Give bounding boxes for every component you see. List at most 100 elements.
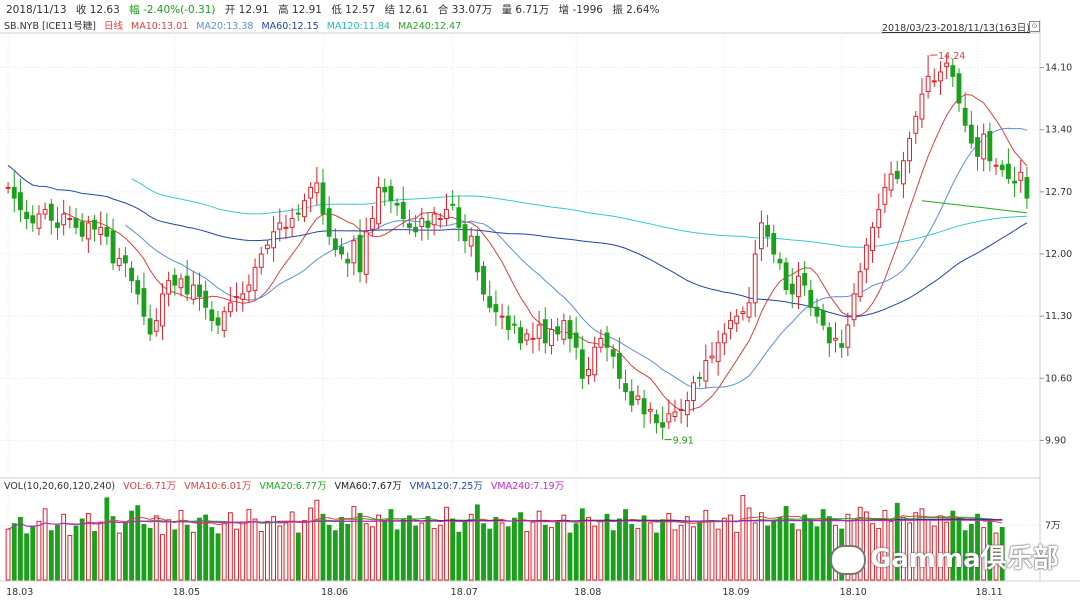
candle-body bbox=[135, 280, 141, 295]
volume-legend: VOL(10,20,60,120,240) VOL:6.71万 VMA10:6.… bbox=[0, 480, 1040, 494]
candle-body bbox=[783, 262, 789, 291]
volume-bar bbox=[863, 511, 869, 581]
candle-body bbox=[246, 284, 252, 292]
candle-body bbox=[752, 253, 758, 304]
candle-body bbox=[73, 217, 79, 228]
candle-body bbox=[567, 320, 573, 339]
volume-bar bbox=[184, 524, 190, 581]
volume-bar bbox=[919, 508, 925, 581]
candle-body bbox=[703, 360, 709, 382]
volume-bar bbox=[604, 513, 610, 581]
candle-body bbox=[968, 124, 974, 144]
candle-body bbox=[190, 284, 196, 300]
candle-body bbox=[48, 203, 54, 221]
volume-bar bbox=[135, 505, 141, 581]
candle-body bbox=[771, 233, 777, 255]
volume-bar bbox=[721, 517, 727, 581]
candle-body bbox=[351, 240, 357, 264]
volume-bar bbox=[122, 522, 128, 581]
volume-bar bbox=[771, 520, 777, 581]
volume-bar bbox=[802, 514, 808, 581]
volume-bar bbox=[85, 513, 91, 581]
candle-body bbox=[450, 203, 456, 206]
date-axis: 18.03 18.05 18.06 18.07 18.08 18.09 18.10 18.11 bbox=[6, 587, 1003, 598]
quote-amplitude: 振 2.64% bbox=[612, 4, 660, 16]
y-tick-label: 12.70 bbox=[1045, 187, 1072, 198]
vol-tick-label: 7万 bbox=[1045, 520, 1061, 531]
volume-bar bbox=[289, 511, 295, 581]
volume-bar bbox=[277, 525, 283, 581]
candle-body bbox=[888, 173, 894, 191]
quote-header: 2018/11/13 收 12.63 幅 -2.40%(-0.31) 开 12.… bbox=[0, 0, 1080, 20]
volume-bar bbox=[511, 517, 517, 581]
volume-bar bbox=[456, 531, 462, 581]
candle-body bbox=[67, 217, 73, 220]
candle-body bbox=[376, 186, 381, 225]
candle-body bbox=[907, 138, 913, 162]
candle-body bbox=[678, 408, 684, 411]
volume-bar bbox=[394, 529, 400, 581]
ma20-line bbox=[125, 127, 1028, 390]
volume-bar bbox=[734, 531, 740, 581]
candle-body bbox=[530, 337, 536, 340]
candle-body bbox=[499, 315, 505, 318]
volume-bar bbox=[561, 514, 567, 581]
volume-bar bbox=[684, 516, 690, 581]
candle-body bbox=[122, 255, 128, 264]
volume-bar bbox=[758, 512, 764, 581]
ma10-line bbox=[63, 94, 1028, 412]
ma120-label: MA120:11.84 bbox=[326, 21, 390, 32]
candle-body bbox=[468, 235, 474, 247]
candle-body bbox=[24, 211, 30, 219]
y-tick-label: 10.60 bbox=[1045, 373, 1072, 384]
volume-bar bbox=[67, 534, 73, 581]
volume-bar bbox=[357, 513, 363, 581]
ma10-label: MA10:13.01 bbox=[131, 21, 189, 32]
volume-bar bbox=[697, 521, 703, 581]
candle-body bbox=[901, 160, 906, 185]
period-label[interactable]: 日线 bbox=[103, 21, 123, 32]
quote-close: 收 12.63 bbox=[75, 4, 120, 16]
volume-bar bbox=[400, 519, 406, 581]
candle-body bbox=[728, 320, 733, 330]
range-settings-icon[interactable]: ⊙ bbox=[1029, 21, 1040, 32]
volume-bar bbox=[678, 524, 684, 581]
volume-bar bbox=[709, 520, 715, 581]
volume-bar bbox=[326, 524, 332, 581]
candle-body bbox=[981, 133, 987, 160]
candle-body bbox=[715, 342, 721, 362]
volume-bar bbox=[147, 527, 153, 581]
candle-body bbox=[808, 289, 814, 308]
candle-body bbox=[160, 293, 165, 327]
volume-bar bbox=[777, 516, 783, 581]
candle-body bbox=[227, 302, 233, 313]
volume-bar bbox=[907, 522, 913, 581]
volume-bar bbox=[789, 523, 795, 581]
volume-bar bbox=[740, 495, 746, 581]
volume-bar bbox=[820, 509, 826, 581]
candle-body bbox=[85, 222, 91, 240]
candle-body bbox=[400, 201, 406, 219]
x-tick-label: 18.11 bbox=[976, 587, 1003, 598]
vol-title: VOL(10,20,60,120,240) bbox=[4, 481, 116, 492]
quote-volume: 量 6.71万 bbox=[501, 4, 550, 16]
volume-bar bbox=[24, 533, 30, 581]
volume-bar bbox=[265, 520, 270, 581]
candle-body bbox=[802, 273, 808, 286]
date-range-label[interactable]: 2018/03/23-2018/11/13(163日) bbox=[882, 23, 1030, 34]
volume-bar bbox=[246, 509, 252, 581]
candle-body bbox=[363, 231, 369, 275]
candle-body bbox=[660, 422, 666, 428]
candle-body bbox=[746, 302, 752, 318]
volume-bar bbox=[61, 513, 67, 581]
volume-bar bbox=[579, 508, 585, 581]
candle-body bbox=[277, 222, 283, 230]
candle-body bbox=[326, 208, 332, 237]
candle-body bbox=[345, 258, 351, 264]
candle-body bbox=[684, 400, 690, 416]
candle-body bbox=[999, 164, 1005, 171]
candle-body bbox=[944, 62, 950, 68]
volume-bar bbox=[672, 529, 678, 581]
volume-bar bbox=[888, 520, 894, 581]
volume-bar bbox=[962, 530, 968, 581]
